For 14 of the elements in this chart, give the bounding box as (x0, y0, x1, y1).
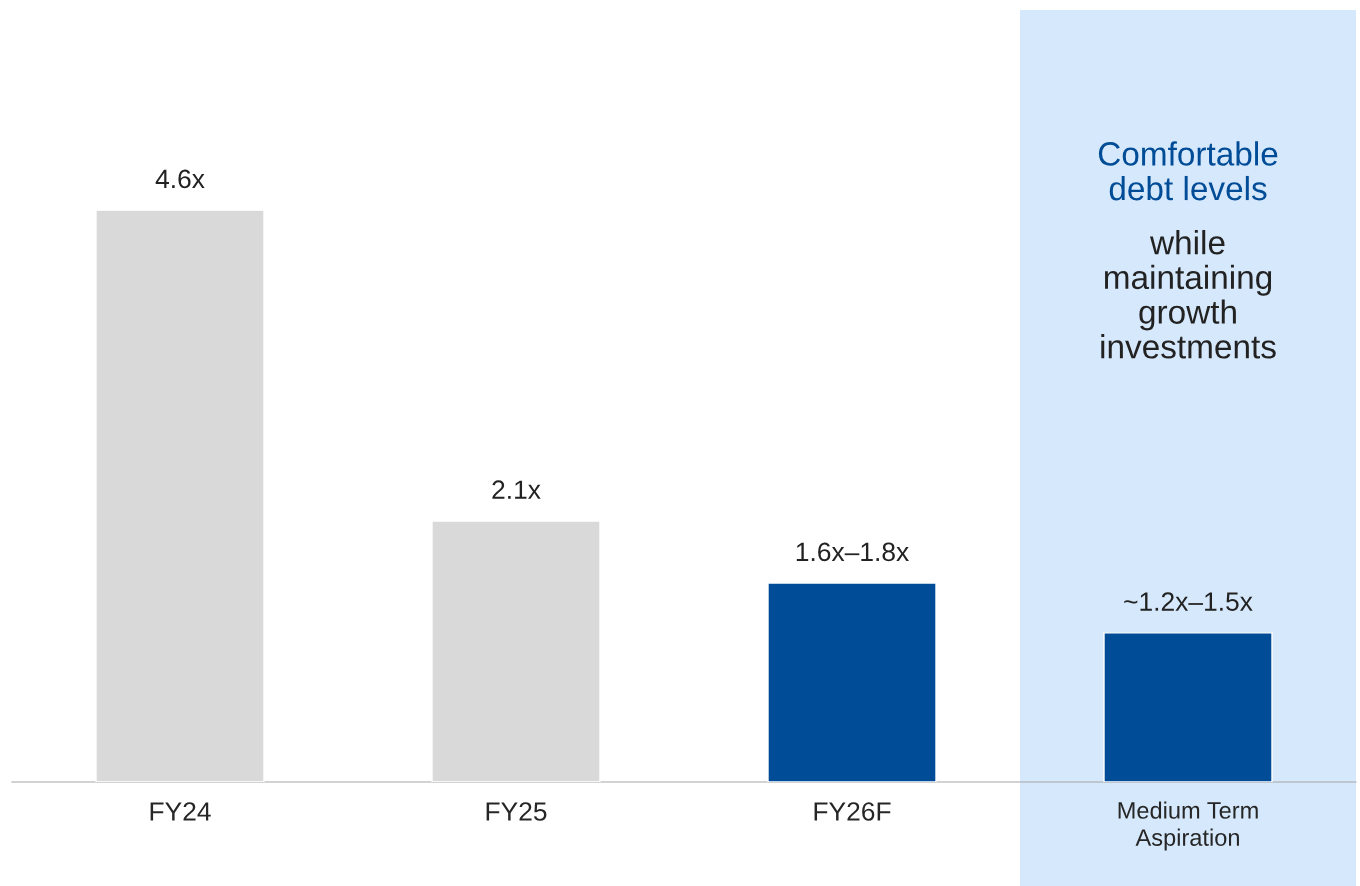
bar (431, 520, 601, 782)
x-tick-label: FY25 (486, 802, 547, 821)
data-label: 1.6x–1.8x (796, 542, 909, 562)
data-label: 2.1x (492, 480, 541, 499)
annotation: while maintaining growth investments (1101, 230, 1276, 359)
bar (95, 209, 265, 782)
data-label: 4.6x (155, 169, 205, 189)
bar (1103, 632, 1273, 782)
text: Comfortable debt levels (1098, 141, 1278, 201)
data-label: ~1.2x–1.5x (1124, 592, 1253, 611)
x-tick-label: FY24 (150, 802, 211, 821)
x-tick-label: Medium Term Aspiration (1118, 801, 1258, 851)
bar (767, 582, 937, 782)
x-tick-label: FY26F (814, 802, 891, 821)
